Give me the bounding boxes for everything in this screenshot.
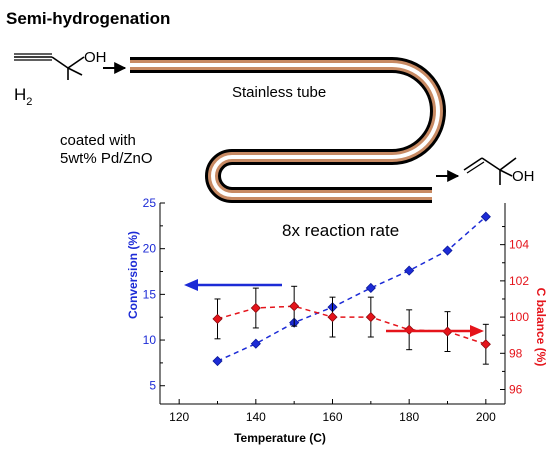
c-balance-axis-arrow xyxy=(386,325,484,337)
reactant-oh-label: OH xyxy=(84,49,107,66)
conversion-axis-arrow xyxy=(184,279,282,291)
right-tick-label: 100 xyxy=(509,310,529,324)
x-tick-label: 180 xyxy=(399,410,419,424)
tube-label: Stainless tube xyxy=(232,84,326,101)
conversion-point xyxy=(404,265,415,276)
product-structure: OH xyxy=(463,157,535,185)
coating-label-line1: coated with xyxy=(60,132,136,149)
diagram-title: Semi-hydrogenation xyxy=(6,9,170,28)
x-tick-label: 160 xyxy=(322,410,342,424)
right-axis-ticks: 96 98 100 102 104 xyxy=(500,226,529,397)
left-axis-title: Conversion (%) xyxy=(126,231,140,319)
right-tick-label: 102 xyxy=(509,274,529,288)
x-tick-label: 200 xyxy=(476,410,496,424)
left-tick-label: 10 xyxy=(143,333,157,347)
stainless-tube xyxy=(130,57,446,203)
left-tick-label: 15 xyxy=(143,287,157,301)
right-tick-label: 96 xyxy=(509,383,523,397)
right-tick-label: 98 xyxy=(509,346,523,360)
rate-label: 8x reaction rate xyxy=(282,221,399,240)
product-oh-label: OH xyxy=(512,168,535,185)
c-balance-point xyxy=(212,313,223,324)
conversion-point xyxy=(250,338,261,349)
c-balance-point xyxy=(250,302,261,314)
x-axis-ticks: 120 140 160 180 200 xyxy=(169,399,496,424)
c-balance-point xyxy=(365,312,376,323)
h2-label: H2 xyxy=(14,85,32,108)
conversion-point xyxy=(212,355,223,367)
conversion-point xyxy=(365,282,376,294)
left-axis-ticks: 5 10 15 20 25 xyxy=(143,196,165,393)
x-tick-label: 140 xyxy=(246,410,266,424)
c-balance-point xyxy=(289,301,300,312)
c-balance-point xyxy=(327,312,338,323)
left-tick-label: 20 xyxy=(143,242,157,256)
coating-label-line2: 5wt% Pd/ZnO xyxy=(60,150,153,167)
left-tick-label: 25 xyxy=(143,196,157,210)
x-axis-title: Temperature (C) xyxy=(234,431,326,445)
conversion-point xyxy=(480,211,491,222)
x-tick-label: 120 xyxy=(169,410,189,424)
left-tick-label: 5 xyxy=(149,379,156,393)
conversion-point xyxy=(442,245,453,256)
right-axis-title: C balance (%) xyxy=(534,288,548,367)
conversion-trend-line xyxy=(217,216,487,362)
right-tick-label: 104 xyxy=(509,238,529,252)
c-balance-point xyxy=(480,339,491,350)
reactant-structure: OH xyxy=(14,49,107,80)
